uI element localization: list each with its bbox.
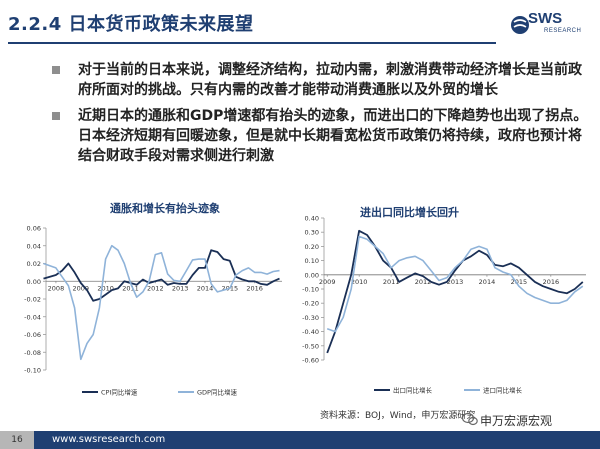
y-tick-label: 0.06: [27, 225, 41, 233]
series-line-2: [326, 235, 584, 333]
chart1-inflation-growth: 0.06 0.04 0.02 0.00 -0.02 -0.04 -0.06 -0.08 -0.1…: [24, 225, 282, 397]
y-tick-label: -0.04: [24, 313, 41, 321]
x-tick-label: 2009: [319, 278, 336, 286]
legend-label: 进口同比增长: [483, 386, 523, 395]
x-tick-label: 2016: [246, 284, 263, 292]
bullet-item: 近期日本的通胀和GDP增速都有抬头的迹象，而进出口的下降趋势也出现了拐点。日本经…: [52, 106, 592, 166]
y-tick-label: 0.40: [305, 215, 319, 223]
y-tick-label: -0.06: [24, 331, 41, 339]
y-tick-label: 0.02: [27, 260, 41, 268]
legend-label: 出口同比增长: [393, 386, 433, 395]
x-tick-label: 2008: [48, 284, 65, 292]
x-tick-label: 2014: [197, 284, 214, 292]
y-tick-label: -0.50: [302, 342, 319, 350]
y-tick-label: 0.20: [305, 243, 319, 251]
y-tick-label: -0.20: [302, 300, 319, 308]
wechat-icon: [462, 412, 478, 426]
x-tick-label: 2015: [511, 278, 528, 286]
y-tick-label: -0.40: [302, 328, 319, 336]
y-tick-label: 0.30: [305, 229, 319, 237]
bullet-text: 近期日本的通胀和GDP增速都有抬头的迹象，而进出口的下降趋势也出现了拐点。日本经…: [78, 108, 588, 164]
y-tick-label: -0.10: [302, 286, 319, 294]
y-tick-label: 0.10: [305, 257, 319, 265]
y-tick-label: 0.00: [305, 271, 319, 279]
source-note: 资料来源：BOJ，Wind，申万宏源研究: [320, 411, 476, 421]
legend-label: CPI同比增速: [101, 388, 138, 397]
y-tick-label: -0.60: [302, 357, 319, 365]
series-line-2: [43, 244, 280, 361]
x-tick-label: 2014: [479, 278, 496, 286]
chart2-import-export: 0.40 0.30 0.20 0.10 0.00 -0.10 -0.20 -0.30 -0.40…: [302, 215, 586, 395]
slide-header: 2.2.4 日本货币政策未来展望 SWS RESEARCH: [0, 0, 600, 46]
footer-bar: [0, 431, 600, 449]
x-tick-label: 2010: [97, 284, 114, 292]
y-tick-label: -0.10: [24, 367, 41, 375]
chart2-title: 进出口同比增长回升: [360, 206, 459, 219]
x-tick-label: 2011: [383, 278, 400, 286]
x-tick-label: 2010: [351, 278, 368, 286]
bullet-text: 对于当前的日本来说，调整经济结构，拉动内需，刺激消费带动经济增长是当前政府所面对…: [78, 62, 582, 98]
slide-title: 2.2.4 日本货币政策未来展望: [8, 14, 254, 35]
logo-subtext: RESEARCH: [544, 28, 582, 34]
page-number: 16: [0, 431, 34, 449]
series-line-1: [326, 229, 584, 354]
legend-label: GDP同比增速: [197, 388, 237, 397]
bullet-square-icon: [52, 112, 60, 120]
y-tick-label: 0.04: [27, 242, 41, 250]
y-tick-label: -0.02: [24, 296, 41, 304]
x-tick-label: 2012: [147, 284, 164, 292]
title-underline: [8, 42, 496, 44]
y-tick-label: -0.30: [302, 314, 319, 322]
sws-logo-icon: [511, 16, 529, 34]
x-tick-label: 2009: [73, 284, 90, 292]
series-line-1: [43, 249, 280, 302]
x-tick-label: 2013: [172, 284, 189, 292]
footer-url[interactable]: www.swsresearch.com: [52, 434, 166, 445]
bullet-square-icon: [52, 66, 60, 74]
x-tick-label: 2016: [543, 278, 560, 286]
x-tick-label: 2012: [415, 278, 432, 286]
x-tick-label: 2013: [447, 278, 464, 286]
x-tick-label: 2011: [122, 284, 139, 292]
y-tick-label: 0.00: [27, 278, 41, 286]
bullet-list: 对于当前的日本来说，调整经济结构，拉动内需，刺激消费带动经济增长是当前政府所面对…: [52, 60, 592, 172]
chart1-title: 通胀和增长有抬头迹象: [110, 202, 220, 215]
wechat-account-label: 申万宏源宏观: [480, 414, 553, 428]
logo-text: SWS: [528, 10, 563, 27]
y-tick-label: -0.08: [24, 349, 41, 357]
bullet-item: 对于当前的日本来说，调整经济结构，拉动内需，刺激消费带动经济增长是当前政府所面对…: [52, 60, 592, 100]
